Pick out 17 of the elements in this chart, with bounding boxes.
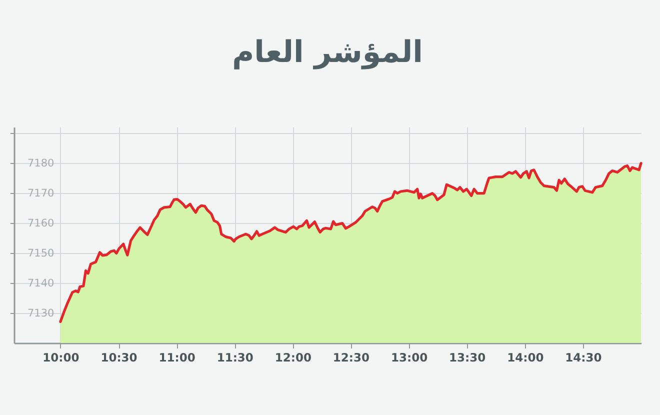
x-tick-label: 13:00 — [390, 350, 428, 364]
y-tick-label: 7160 — [28, 218, 54, 230]
x-tick-label: 10:30 — [100, 350, 138, 364]
x-tick-label: 11:30 — [216, 350, 254, 364]
y-tick-label: 7150 — [28, 248, 54, 260]
x-tick-label: 12:30 — [332, 350, 370, 364]
x-tick-label: 13:30 — [449, 350, 486, 364]
y-tick-label: 7130 — [28, 308, 54, 320]
x-tick-label: 10:00 — [42, 350, 80, 364]
x-tick-label: 14:00 — [507, 350, 544, 364]
x-tick-label: 14:30 — [565, 350, 602, 364]
y-tick-label: 7180 — [28, 158, 54, 170]
chart-title: المؤشر العام — [232, 35, 423, 70]
x-tick-label: 11:00 — [158, 350, 196, 364]
y-tick-label: 7140 — [28, 278, 54, 290]
x-tick-label: 12:00 — [274, 350, 312, 364]
y-tick-label: 7170 — [28, 188, 54, 200]
